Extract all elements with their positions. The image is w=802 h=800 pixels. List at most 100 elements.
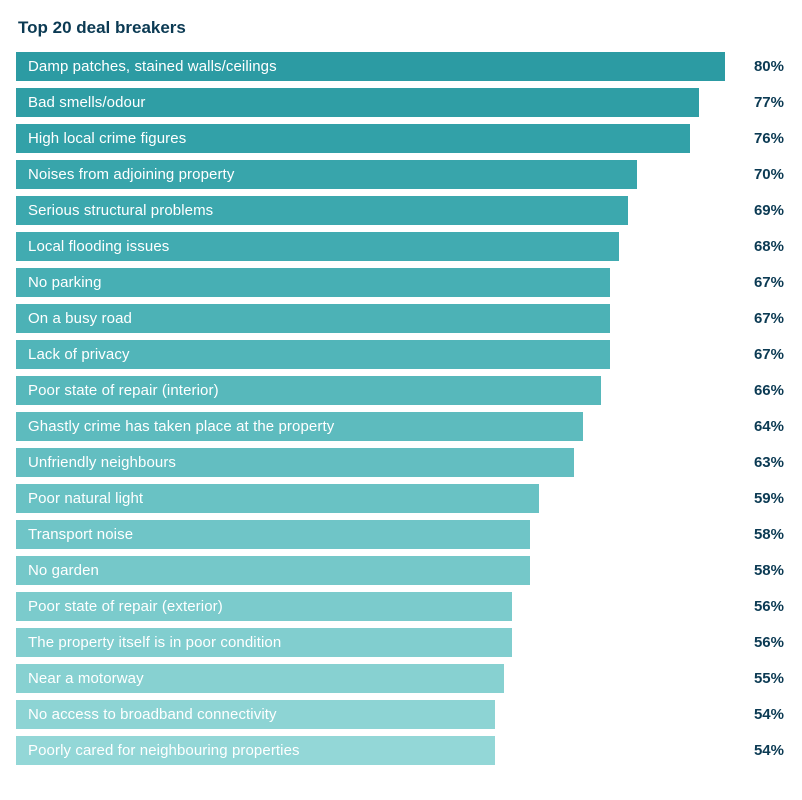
bar-label: Ghastly crime has taken place at the pro… [28, 418, 334, 435]
bar-track: Unfriendly neighbours [16, 448, 736, 477]
bar: Damp patches, stained walls/ceilings [16, 52, 725, 81]
bar-row: Lack of privacy 67% [16, 340, 786, 369]
bar: Poor natural light [16, 484, 539, 513]
bar-row: Noises from adjoining property 70% [16, 160, 786, 189]
bar-value: 63% [736, 454, 786, 471]
bar-label: The property itself is in poor condition [28, 634, 281, 651]
bar-label: Local flooding issues [28, 238, 169, 255]
bar-label: Bad smells/odour [28, 94, 146, 111]
bar-track: On a busy road [16, 304, 736, 333]
bar-row: Damp patches, stained walls/ceilings 80% [16, 52, 786, 81]
bar: No garden [16, 556, 530, 585]
bar: Lack of privacy [16, 340, 610, 369]
bar-value: 54% [736, 742, 786, 759]
bar-track: Near a motorway [16, 664, 736, 693]
bar-track: Local flooding issues [16, 232, 736, 261]
bar: Ghastly crime has taken place at the pro… [16, 412, 583, 441]
bar-row: Bad smells/odour 77% [16, 88, 786, 117]
bar-value: 77% [736, 94, 786, 111]
bar-row: High local crime figures 76% [16, 124, 786, 153]
bar-label: Poor natural light [28, 490, 143, 507]
bar-track: Transport noise [16, 520, 736, 549]
bar-value: 56% [736, 634, 786, 651]
bar: The property itself is in poor condition [16, 628, 512, 657]
bar: On a busy road [16, 304, 610, 333]
bar-label: Unfriendly neighbours [28, 454, 176, 471]
bar-value: 58% [736, 526, 786, 543]
bar: High local crime figures [16, 124, 690, 153]
bar-track: Serious structural problems [16, 196, 736, 225]
bar-value: 67% [736, 274, 786, 291]
bar: No access to broadband connectivity [16, 700, 495, 729]
bar-value: 56% [736, 598, 786, 615]
bar-row: Transport noise 58% [16, 520, 786, 549]
bar: No parking [16, 268, 610, 297]
bar-value: 67% [736, 310, 786, 327]
bar-label: Near a motorway [28, 670, 144, 687]
bar-label: No access to broadband connectivity [28, 706, 277, 723]
bar-value: 64% [736, 418, 786, 435]
bar-value: 70% [736, 166, 786, 183]
bar: Noises from adjoining property [16, 160, 637, 189]
bar: Local flooding issues [16, 232, 619, 261]
bar-row: Unfriendly neighbours 63% [16, 448, 786, 477]
bar: Transport noise [16, 520, 530, 549]
bar-row: No garden 58% [16, 556, 786, 585]
bar-label: Damp patches, stained walls/ceilings [28, 58, 277, 75]
bar-track: Poor state of repair (interior) [16, 376, 736, 405]
bar: Bad smells/odour [16, 88, 699, 117]
bar-row: No access to broadband connectivity 54% [16, 700, 786, 729]
bar-label: No parking [28, 274, 102, 291]
bar-label: No garden [28, 562, 99, 579]
bar-chart: Damp patches, stained walls/ceilings 80% B… [16, 52, 786, 765]
bar-row: Poor state of repair (exterior) 56% [16, 592, 786, 621]
bar-value: 68% [736, 238, 786, 255]
bar-row: On a busy road 67% [16, 304, 786, 333]
bar: Poor state of repair (exterior) [16, 592, 512, 621]
bar-value: 66% [736, 382, 786, 399]
bar-label: Noises from adjoining property [28, 166, 234, 183]
bar-label: Transport noise [28, 526, 133, 543]
bar: Poor state of repair (interior) [16, 376, 601, 405]
bar-track: Poorly cared for neighbouring properties [16, 736, 736, 765]
bar: Unfriendly neighbours [16, 448, 574, 477]
bar-label: Serious structural problems [28, 202, 213, 219]
bar-row: No parking 67% [16, 268, 786, 297]
bar-row: Ghastly crime has taken place at the pro… [16, 412, 786, 441]
bar-track: Bad smells/odour [16, 88, 736, 117]
bar-track: No garden [16, 556, 736, 585]
bar-label: On a busy road [28, 310, 132, 327]
bar-track: The property itself is in poor condition [16, 628, 736, 657]
bar-row: Poor state of repair (interior) 66% [16, 376, 786, 405]
bar-row: Serious structural problems 69% [16, 196, 786, 225]
bar-value: 58% [736, 562, 786, 579]
bar: Near a motorway [16, 664, 504, 693]
bar-label: Lack of privacy [28, 346, 130, 363]
bar-value: 67% [736, 346, 786, 363]
bar-label: Poor state of repair (exterior) [28, 598, 223, 615]
bar-track: Noises from adjoining property [16, 160, 736, 189]
bar-track: No access to broadband connectivity [16, 700, 736, 729]
bar-value: 54% [736, 706, 786, 723]
bar-value: 80% [736, 58, 786, 75]
bar: Serious structural problems [16, 196, 628, 225]
bar-track: Poor state of repair (exterior) [16, 592, 736, 621]
bar-row: The property itself is in poor condition… [16, 628, 786, 657]
bar-row: Local flooding issues 68% [16, 232, 786, 261]
bar: Poorly cared for neighbouring properties [16, 736, 495, 765]
chart-title: Top 20 deal breakers [16, 18, 786, 38]
bar-row: Near a motorway 55% [16, 664, 786, 693]
bar-value: 55% [736, 670, 786, 687]
bar-track: Ghastly crime has taken place at the pro… [16, 412, 736, 441]
bar-label: High local crime figures [28, 130, 186, 147]
bar-track: Damp patches, stained walls/ceilings [16, 52, 736, 81]
bar-label: Poor state of repair (interior) [28, 382, 219, 399]
bar-track: High local crime figures [16, 124, 736, 153]
bar-track: No parking [16, 268, 736, 297]
bar-value: 59% [736, 490, 786, 507]
bar-row: Poorly cared for neighbouring properties… [16, 736, 786, 765]
bar-value: 76% [736, 130, 786, 147]
bar-label: Poorly cared for neighbouring properties [28, 742, 300, 759]
bar-value: 69% [736, 202, 786, 219]
bar-track: Lack of privacy [16, 340, 736, 369]
